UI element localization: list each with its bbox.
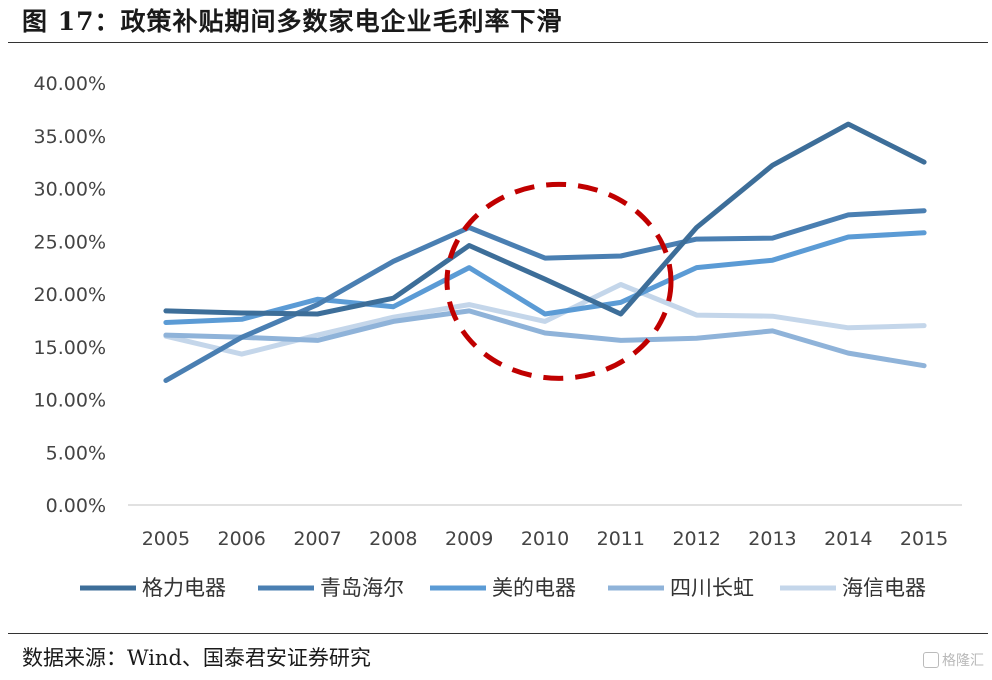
data-source: 数据来源：Wind、国泰君安证券研究: [22, 646, 371, 670]
x-tick-label: 2012: [672, 528, 720, 550]
y-tick-label: 0.00%: [46, 495, 106, 517]
legend: 格力电器 青岛海尔 美的电器 四川长虹 海信电器: [80, 576, 926, 600]
series-layer: [163, 121, 927, 383]
line-chart: 0.00% 5.00% 10.00% 15.00% 20.00% 25.00% 30.00%…: [34, 73, 962, 600]
axis-layer: 0.00% 5.00% 10.00% 15.00% 20.00% 25.00% 30.00%…: [34, 73, 962, 550]
dashed-ellipse-annotation: [444, 181, 674, 381]
legend-label: 海信电器: [842, 576, 926, 600]
x-tick-label: 2006: [218, 528, 266, 550]
y-tick-label: 10.00%: [34, 390, 106, 412]
legend-label: 格力电器: [142, 576, 226, 600]
x-tick-label: 2011: [597, 528, 645, 550]
x-tick-label: 2010: [521, 528, 569, 550]
x-tick-label: 2015: [900, 528, 948, 550]
y-tick-label: 25.00%: [34, 231, 106, 253]
x-tick-label: 2009: [445, 528, 493, 550]
watermark-logo-icon: [923, 652, 939, 668]
watermark-text: 格隆汇: [942, 653, 984, 669]
x-tick-label: 2008: [369, 528, 417, 550]
x-tick-label: 2007: [293, 528, 341, 550]
annotation-layer: [444, 181, 674, 381]
y-tick-label: 15.00%: [34, 337, 106, 359]
y-tick-label: 30.00%: [34, 179, 106, 201]
legend-label: 四川长虹: [670, 576, 754, 600]
figure-title: 图 17：政策补贴期间多数家电企业毛利率下滑: [22, 7, 563, 36]
series-line-2: [163, 208, 927, 383]
series-line-4: [163, 308, 927, 369]
y-tick-label: 35.00%: [34, 126, 106, 148]
bottom-rule: [8, 633, 988, 634]
x-tick-label: 2013: [748, 528, 796, 550]
top-rule: [8, 42, 988, 43]
watermark: 格隆汇: [923, 650, 984, 672]
x-tick-label: 2005: [142, 528, 190, 550]
legend-label: 青岛海尔: [320, 576, 404, 600]
x-tick-label: 2014: [824, 528, 872, 550]
y-tick-label: 5.00%: [46, 442, 106, 464]
y-tick-label: 40.00%: [34, 73, 106, 95]
y-tick-label: 20.00%: [34, 284, 106, 306]
legend-label: 美的电器: [492, 576, 576, 600]
series-line-1: [163, 121, 927, 317]
series-line-3: [163, 230, 927, 325]
